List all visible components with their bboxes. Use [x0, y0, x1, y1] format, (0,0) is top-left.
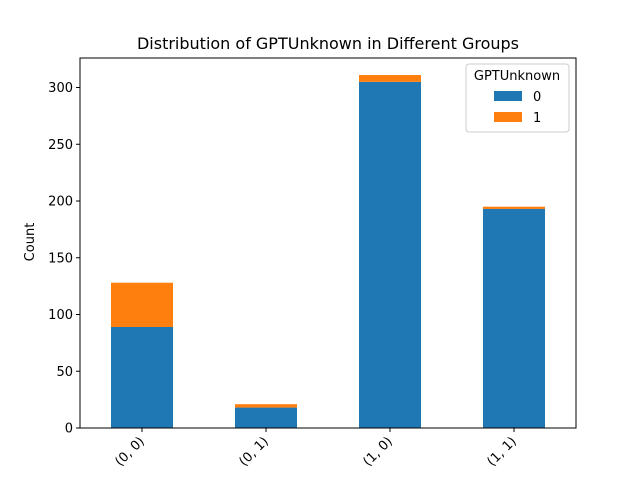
y-tick-label: 200 — [48, 195, 73, 210]
y-axis-label: Count — [23, 223, 38, 262]
chart-title: Distribution of GPTUnknown in Different … — [137, 34, 519, 53]
y-tick-label: 300 — [48, 81, 73, 96]
plot-frame — [79, 57, 577, 429]
y-tick-label: 150 — [48, 251, 73, 266]
legend-label-0: 0 — [533, 90, 541, 105]
bar-0-1-series-1 — [235, 404, 297, 408]
x-tick-label: (1, 1) — [485, 434, 520, 469]
x-tick-label: (0, 1) — [237, 434, 272, 469]
bar-0-0-series-0 — [111, 326, 173, 428]
x-tick-label: (1, 0) — [361, 434, 396, 469]
bar-1-1-series-1 — [483, 206, 545, 209]
bar-0-0-series-1 — [111, 282, 173, 327]
legend: GPTUnknown 01 — [465, 63, 570, 133]
legend-items: 01 — [494, 90, 541, 126]
y-tick-label: 50 — [56, 365, 73, 380]
legend-title: GPTUnknown — [474, 69, 560, 84]
legend-label-1: 1 — [533, 111, 541, 126]
bar-1-0-series-0 — [359, 81, 421, 428]
legend-swatch-0 — [494, 91, 522, 101]
y-tick-label: 0 — [65, 422, 73, 437]
x-ticks-layer: (0, 0) (0, 1) (1, 0) (1, 1) — [113, 428, 520, 470]
y-tick-label: 100 — [48, 308, 73, 323]
bars-layer — [111, 75, 545, 428]
bar-1-1-series-0 — [483, 208, 545, 428]
bar-0-1-series-0 — [235, 407, 297, 428]
x-tick-label: (0, 0) — [113, 434, 148, 469]
y-ticks-layer: 0 50 100 150 200 250 300 — [48, 81, 80, 437]
bar-1-0-series-1 — [359, 75, 421, 82]
legend-swatch-1 — [494, 112, 522, 122]
y-tick-label: 250 — [48, 138, 73, 153]
